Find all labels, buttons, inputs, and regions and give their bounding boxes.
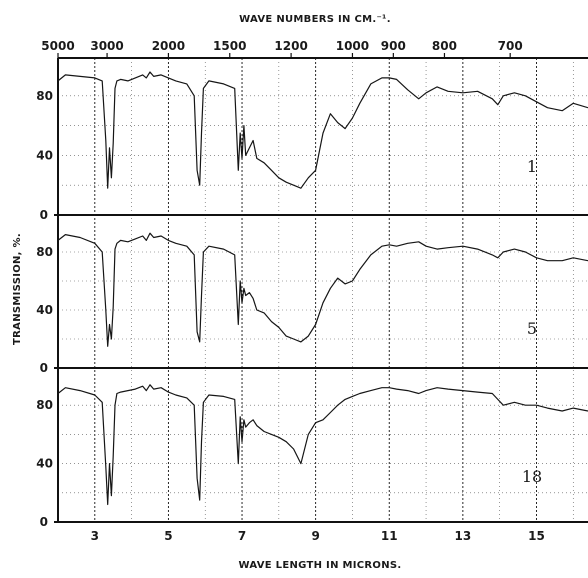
y-tick-label: 80: [36, 398, 53, 412]
panel-axes: [54, 53, 588, 523]
spectrum-traces: [57, 71, 588, 506]
y-tick-label: 0: [40, 515, 48, 529]
y-tick-label: 0: [40, 208, 48, 222]
top-tick-label: 700: [498, 39, 523, 53]
top-tick-label: 1000: [336, 39, 369, 53]
x-tick-label: 13: [455, 529, 472, 543]
y-tick-label: 80: [36, 89, 53, 103]
spectrum-trace-5: [57, 232, 588, 347]
panel-number: 1: [527, 157, 537, 176]
y-tick-label: 40: [36, 457, 53, 471]
top-tick-label: 5000: [41, 39, 74, 53]
x-tick-label: 9: [311, 529, 319, 543]
spectrum-trace-18: [57, 384, 588, 506]
top-tick-label: 1500: [213, 39, 246, 53]
spectrum-trace-1: [57, 71, 588, 189]
y-axis-title: TRANSMISSION, %.: [12, 233, 23, 345]
x-tick-label: 15: [528, 529, 545, 543]
top-tick-label: 1200: [274, 39, 307, 53]
y-tick-label: 40: [36, 148, 53, 162]
x-tick-label: 11: [381, 529, 398, 543]
y-tick-label: 40: [36, 303, 53, 317]
x-tick-label: 3: [91, 529, 99, 543]
top-tick-label: 900: [381, 39, 406, 53]
top-tick-label: 3000: [90, 39, 123, 53]
panel-number: 5: [527, 319, 537, 338]
x-tick-label: 7: [238, 529, 246, 543]
y-tick-label: 80: [36, 245, 53, 259]
x-tick-label: 5: [164, 529, 172, 543]
top-axis-title: WAVE NUMBERS IN CM.⁻¹.: [239, 14, 391, 25]
x-axis-title: WAVE LENGTH IN MICRONS.: [238, 560, 401, 571]
top-tick-label: 800: [432, 39, 457, 53]
panel-number: 18: [522, 467, 542, 486]
grid: [58, 58, 588, 522]
y-tick-label: 0: [40, 361, 48, 375]
top-tick-label: 2000: [152, 39, 185, 53]
